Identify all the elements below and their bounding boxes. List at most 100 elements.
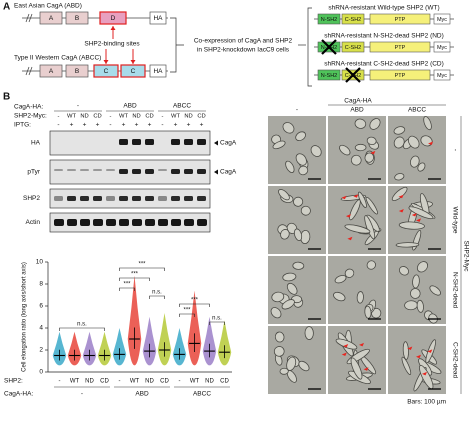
band <box>184 219 194 226</box>
cell <box>350 357 363 380</box>
group-label: ABD <box>135 391 149 398</box>
cell <box>280 229 290 240</box>
domain <box>369 13 431 25</box>
bracket <box>307 7 312 87</box>
y-tick-label: 0 <box>39 369 43 376</box>
segment <box>65 11 89 25</box>
y-tick-label: 2 <box>39 347 43 354</box>
segment <box>149 11 167 25</box>
group-label: ABCC <box>193 391 211 398</box>
annotation: Co-expression of CagA and SHP2 <box>194 38 293 45</box>
dot-cloud <box>157 313 172 366</box>
cell <box>344 224 371 234</box>
significance-bracket <box>179 303 210 307</box>
band <box>171 139 180 145</box>
arrowhead <box>343 343 349 348</box>
domain-label: Myc <box>437 17 447 23</box>
significance-bracket <box>119 287 135 291</box>
y-tick-label: 4 <box>39 325 43 332</box>
cell <box>271 291 285 303</box>
lane-label: ND <box>80 114 88 120</box>
scale-label: Bars: 100 µm <box>407 399 446 406</box>
band-marker-label: CagA <box>220 140 237 147</box>
break-mark <box>25 66 30 76</box>
column-label: ABD <box>350 107 364 114</box>
cell <box>281 299 295 310</box>
x-tick-label: CD <box>100 379 109 385</box>
segment-label: HA <box>153 15 163 22</box>
dot-cloud <box>97 331 112 366</box>
cell <box>354 118 367 129</box>
domain <box>369 41 431 53</box>
cell <box>429 285 441 296</box>
x-tick-label: - <box>59 379 61 385</box>
dot-cloud <box>217 320 232 366</box>
row-title: SHP2-Myc <box>462 240 469 272</box>
inactivation-cross <box>321 39 337 55</box>
annotation: in SHP2-knockdown IacC9 cells <box>197 47 290 54</box>
row-label: SHP2-Myc: <box>14 113 47 120</box>
x-tick-label: CD <box>220 379 229 385</box>
lane-label: + <box>148 122 152 129</box>
lane-label: ND <box>132 114 140 120</box>
cell <box>279 367 289 375</box>
cell <box>278 189 290 201</box>
blot-label: SHP2 <box>23 195 40 202</box>
band-marker <box>214 140 218 146</box>
segment-label: C <box>131 68 136 75</box>
domain-label: PTP <box>395 45 406 51</box>
domain-label: PTP <box>395 73 406 79</box>
segment <box>93 64 119 78</box>
significance-label: n.s. <box>77 322 87 328</box>
blot-strip <box>49 159 211 185</box>
lane-label: ND <box>184 114 192 120</box>
arrowhead <box>110 26 116 30</box>
cell <box>398 221 425 230</box>
construct-title: East Asian CagA (ABD) <box>14 3 82 10</box>
arrowhead <box>427 349 433 353</box>
lane-label: CD <box>93 114 101 120</box>
arrowhead <box>341 195 347 200</box>
domain <box>341 41 365 53</box>
dot-cloud <box>112 328 127 366</box>
lane-label: CD <box>145 114 153 120</box>
band <box>67 169 76 171</box>
arrowhead <box>398 209 404 213</box>
arrowhead <box>398 194 404 199</box>
lane-label: - <box>57 122 59 129</box>
band <box>171 169 180 174</box>
significance-bracket <box>119 267 165 271</box>
significance-label: *** <box>183 308 191 314</box>
band <box>67 219 77 226</box>
band <box>132 169 141 174</box>
y-axis-label: Cell elongation ratio (long axis/short a… <box>22 262 28 372</box>
band <box>119 219 129 226</box>
cell <box>412 274 420 289</box>
lane-label: - <box>162 114 164 120</box>
significance-label: *** <box>131 272 139 278</box>
band <box>93 169 102 171</box>
blot-strip <box>49 130 211 156</box>
lane-label: - <box>109 122 111 129</box>
lane-label: + <box>96 122 100 129</box>
lane-label: + <box>200 122 204 129</box>
group-label: - <box>81 391 83 398</box>
cell <box>298 360 310 372</box>
cell <box>292 261 305 270</box>
cell <box>310 145 322 157</box>
domain <box>433 13 451 25</box>
lane-label: WT <box>67 114 76 120</box>
arrowhead <box>341 352 347 356</box>
domain <box>341 13 365 25</box>
dot-cloud <box>127 275 142 366</box>
dot-cloud <box>82 331 97 366</box>
break-mark <box>28 13 33 23</box>
domain <box>317 69 341 81</box>
domain <box>433 69 451 81</box>
row-label: IPTG: <box>14 122 31 129</box>
band <box>197 169 206 174</box>
cell <box>356 291 364 304</box>
domain <box>317 13 341 25</box>
significance-label: *** <box>138 262 146 268</box>
band <box>184 196 193 201</box>
